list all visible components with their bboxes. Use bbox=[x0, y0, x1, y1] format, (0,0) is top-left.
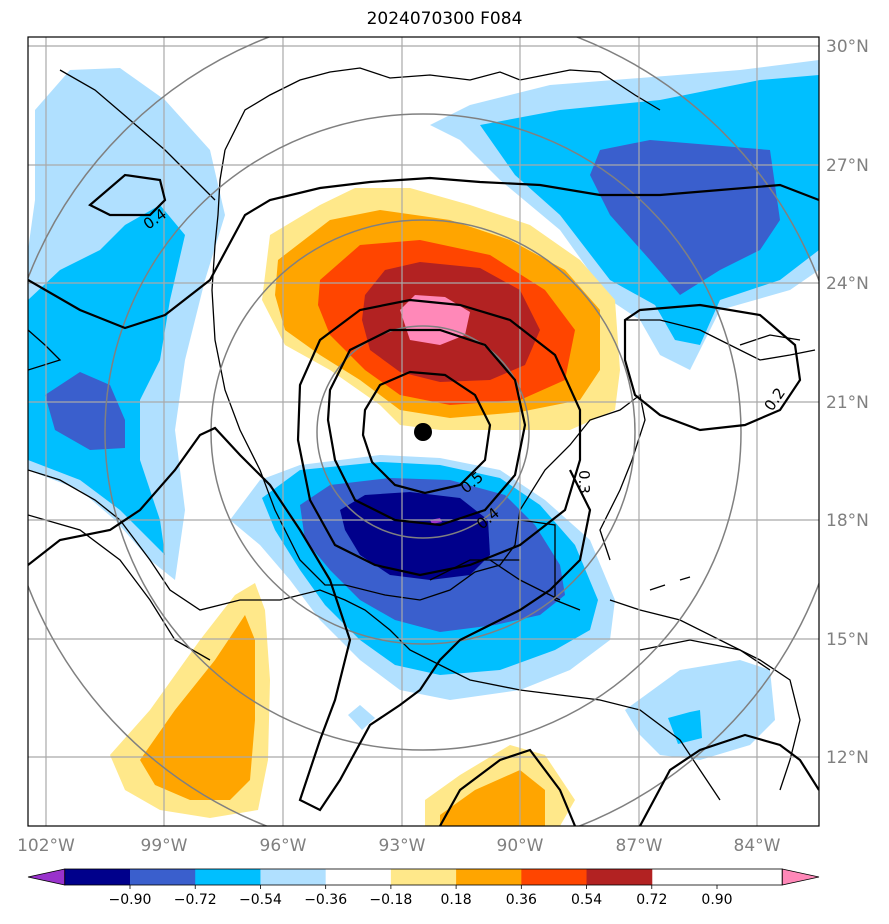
contour-big-0.2 bbox=[28, 176, 819, 330]
lat-label: 12°N bbox=[826, 748, 869, 768]
cuba-south bbox=[739, 334, 801, 346]
lon-label: 84°W bbox=[734, 836, 781, 856]
colorbar-tick-label: −0.18 bbox=[369, 892, 412, 908]
lon-labels: 102°W 99°W 96°W 93°W 90°W 87°W 84°W bbox=[17, 836, 781, 856]
contour-label-cuba: 0.2 bbox=[761, 384, 789, 414]
colorbar-tick-label: 0.18 bbox=[441, 892, 472, 908]
lat-label: 30°N bbox=[826, 37, 869, 57]
contour-nw-0.4 bbox=[88, 173, 167, 217]
contour-ring-mid bbox=[326, 328, 527, 527]
contour-cuba-0.2 bbox=[623, 303, 802, 432]
colorbar-outline bbox=[64, 868, 783, 886]
shade-sw-light bbox=[140, 615, 255, 800]
state-border-2 bbox=[519, 519, 581, 611]
lon-label: 90°W bbox=[497, 836, 544, 856]
colorbar-tick-label: 0.54 bbox=[571, 892, 602, 908]
honduras-coast bbox=[639, 639, 771, 671]
state-border-1 bbox=[28, 514, 211, 661]
colorbar-segment bbox=[390, 869, 457, 885]
shade-s-light bbox=[440, 770, 545, 826]
contour-ring-inner bbox=[361, 370, 492, 495]
colorbar-tick-label: −0.36 bbox=[304, 892, 347, 908]
lat-label: 21°N bbox=[826, 393, 869, 413]
texas-coast bbox=[211, 149, 226, 291]
lon-label: 87°W bbox=[616, 836, 663, 856]
map-frame bbox=[27, 36, 820, 827]
central-america-caribbean bbox=[609, 599, 801, 791]
shade-se-light bbox=[668, 710, 702, 744]
contours bbox=[28, 173, 819, 826]
colorbar-segment bbox=[260, 869, 327, 885]
contour-se bbox=[639, 733, 819, 826]
lon-label: 96°W bbox=[260, 836, 307, 856]
contour-label-outer: 0.3 bbox=[575, 470, 593, 494]
colorbar-segment bbox=[521, 869, 588, 885]
pacific-coast bbox=[28, 469, 721, 801]
cuba-coast bbox=[625, 319, 816, 361]
keys bbox=[649, 576, 691, 591]
shade-nw-light bbox=[28, 205, 185, 555]
baja-tip bbox=[28, 329, 62, 371]
lon-label: 102°W bbox=[17, 836, 75, 856]
shade-small-pale bbox=[348, 705, 375, 730]
range-rings bbox=[28, 37, 819, 826]
contour-big-low bbox=[28, 426, 592, 812]
shade-pos-max bbox=[400, 295, 470, 345]
map-title: 2024070300 F084 bbox=[366, 9, 523, 29]
anomaly-field bbox=[28, 60, 819, 826]
lat-label: 18°N bbox=[826, 511, 869, 531]
coastlines bbox=[28, 67, 816, 801]
colorbar-segment bbox=[456, 869, 522, 885]
lon-label: 93°W bbox=[379, 836, 426, 856]
colorbar-tick-label: 0.90 bbox=[701, 892, 732, 908]
colorbar-extend-low bbox=[27, 868, 66, 886]
mexico-gulf-coast bbox=[211, 289, 521, 601]
colorbar-segment bbox=[195, 869, 261, 885]
colorbar-tick-label: 0.36 bbox=[506, 892, 537, 908]
colorbar-tick-label: −0.54 bbox=[239, 892, 282, 908]
gulf-coast-north bbox=[224, 67, 661, 151]
colorbar-segment bbox=[325, 869, 392, 885]
contour-s bbox=[439, 748, 577, 826]
lon-label: 99°W bbox=[141, 836, 188, 856]
colorbar-tick-label: 0.72 bbox=[636, 892, 667, 908]
shade-ne-med bbox=[590, 140, 780, 295]
lat-label: 27°N bbox=[826, 156, 869, 176]
colorbar-segment bbox=[130, 869, 196, 885]
colorbar-segment bbox=[586, 869, 653, 885]
contour-ring-outer bbox=[296, 298, 582, 577]
rio-grande bbox=[59, 69, 216, 201]
colorbar-tick-label: −0.90 bbox=[109, 892, 152, 908]
colorbar-tick-label: −0.72 bbox=[174, 892, 217, 908]
lat-labels: 30°N 27°N 24°N 21°N 18°N 15°N 12°N bbox=[826, 37, 869, 768]
storm-center-marker bbox=[414, 423, 432, 441]
lat-label: 24°N bbox=[826, 274, 869, 294]
lat-label: 15°N bbox=[826, 630, 869, 650]
colorbar-segment bbox=[64, 869, 131, 885]
graticule bbox=[28, 37, 819, 826]
shade-neg-strong bbox=[340, 492, 490, 580]
colorbar-extend-high bbox=[781, 868, 820, 886]
yucatan-coast bbox=[519, 393, 646, 561]
colorbar: −0.90 −0.72 −0.54 −0.36 −0.18 0.18 0.36 0.54 0.7… bbox=[27, 868, 820, 908]
